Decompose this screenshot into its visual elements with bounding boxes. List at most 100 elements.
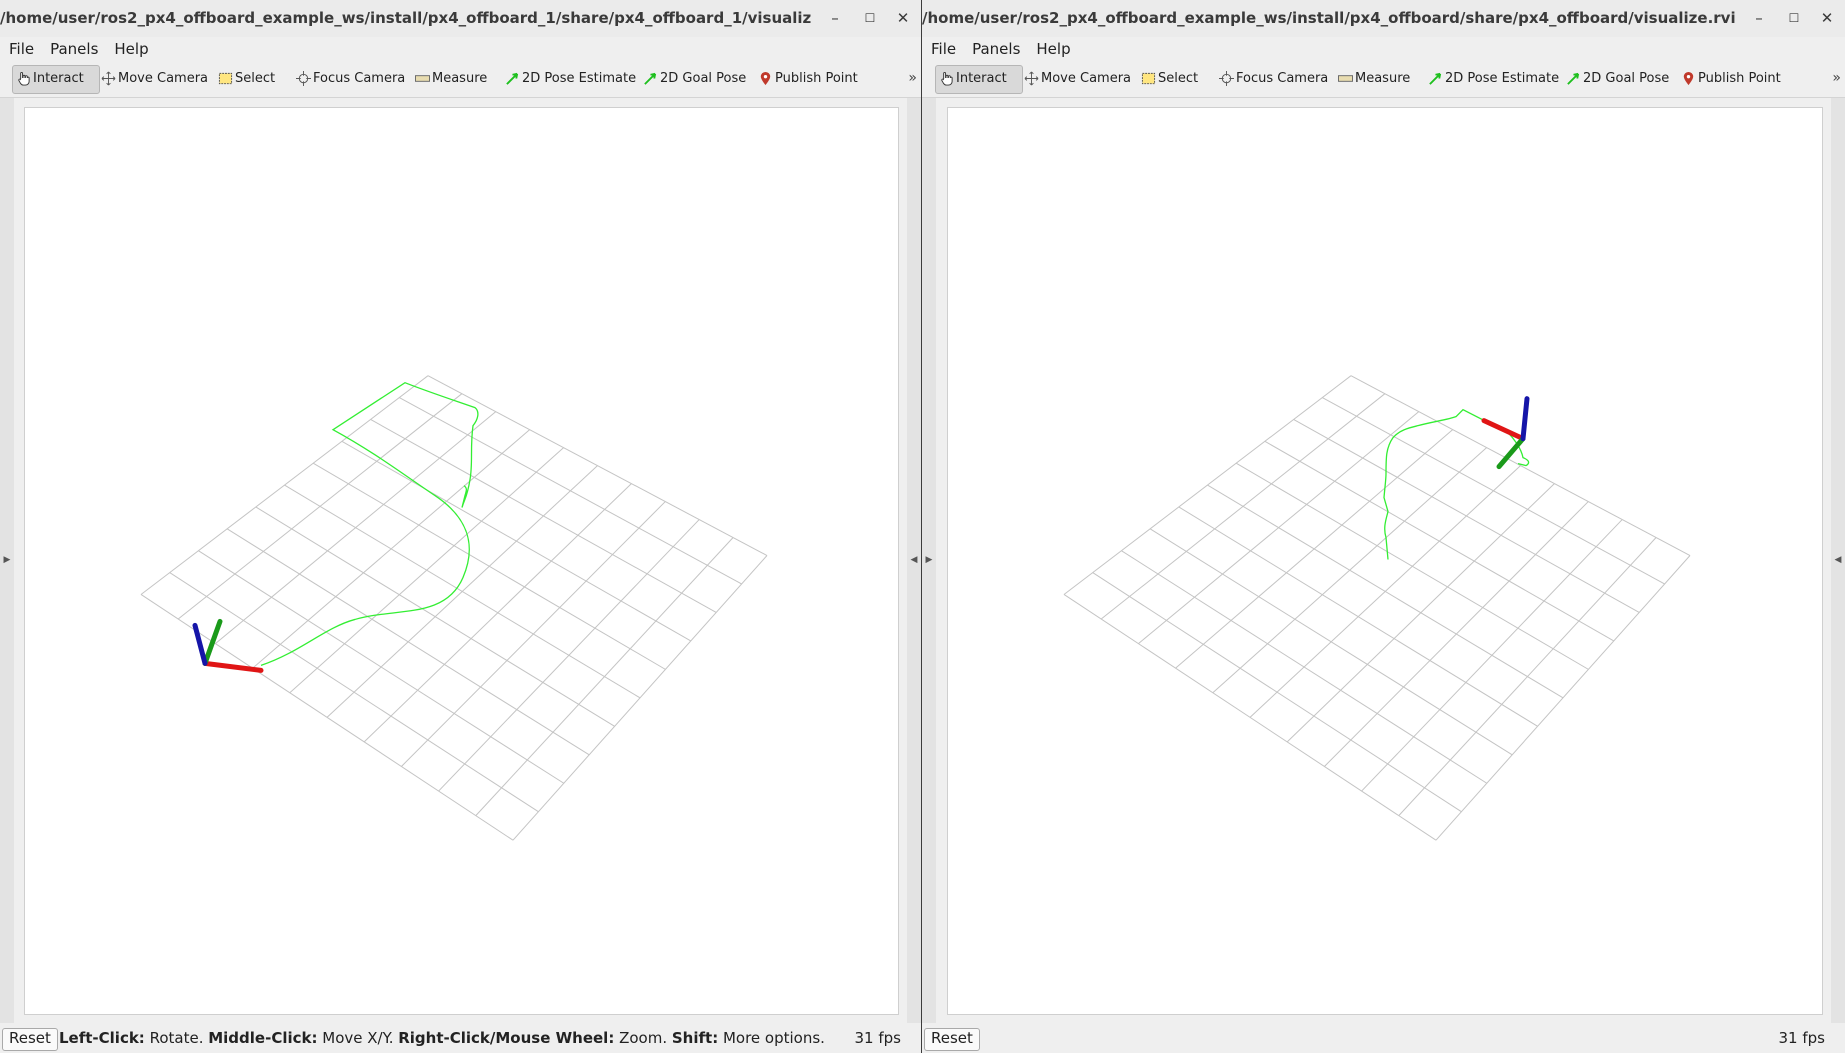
tool-label: Select: [235, 71, 276, 86]
minimize-button[interactable]: –: [1755, 9, 1763, 27]
tool-measure[interactable]: Measure: [415, 65, 487, 92]
tool-publish-point[interactable]: Publish Point: [1681, 65, 1781, 92]
expand-left-icon: ◀: [910, 554, 918, 565]
focus-camera-icon: [296, 71, 311, 86]
tool-publish-point[interactable]: Publish Point: [758, 65, 858, 92]
hand-pointer-icon: [18, 71, 30, 86]
3d-viewport[interactable]: [947, 107, 1823, 1015]
tool-focus-camera[interactable]: Focus Camera: [1219, 65, 1328, 92]
y-axis: [202, 618, 223, 666]
reset-button[interactable]: Reset: [2, 1028, 58, 1051]
ruler-icon: [415, 75, 430, 82]
help-text: Left-Click: Rotate. Middle-Click: Move X…: [59, 1023, 825, 1053]
menu-file[interactable]: File: [9, 40, 35, 58]
tool-label: 2D Goal Pose: [1583, 71, 1670, 86]
tool-label: Publish Point: [1698, 71, 1781, 86]
left-dock-handle[interactable]: ▶: [0, 98, 14, 1023]
grid-line: [1361, 519, 1623, 792]
left-dock-handle[interactable]: ▶: [922, 98, 936, 1023]
help-key: Shift:: [671, 1029, 719, 1047]
rviz-window-right: /home/user/ros2_px4_offboard_example_ws/…: [922, 0, 1845, 1053]
green-arrow-icon: [506, 72, 519, 85]
toolbar-overflow-button[interactable]: »: [908, 70, 917, 86]
grid-line: [1324, 501, 1589, 767]
toolbar-overflow-button[interactable]: »: [1832, 70, 1841, 86]
help-desc: More options.: [718, 1029, 825, 1047]
expand-right-icon: ▶: [3, 554, 11, 565]
tool-label: 2D Pose Estimate: [1445, 71, 1560, 86]
menu-panels[interactable]: Panels: [972, 40, 1021, 58]
tool-2d-pose-estimate[interactable]: 2D Pose Estimate: [1428, 65, 1559, 92]
tool-label: Measure: [1355, 71, 1411, 86]
vehicle-frame-axes: [192, 618, 264, 673]
help-key: Left-Click:: [59, 1029, 145, 1047]
maximize-button[interactable]: ☐: [864, 11, 876, 25]
menu-bar: File Panels Help: [0, 37, 921, 61]
tool-2d-goal-pose[interactable]: 2D Goal Pose: [1566, 65, 1669, 92]
tool-label: Measure: [432, 71, 488, 86]
hand-pointer-icon: [941, 71, 953, 86]
reset-button[interactable]: Reset: [924, 1028, 980, 1051]
status-bar: Reset 31 fps: [922, 1023, 1845, 1053]
ground-grid: [140, 375, 768, 841]
tool-interact[interactable]: Interact: [935, 65, 1023, 94]
tool-label: 2D Pose Estimate: [522, 71, 637, 86]
tool-select[interactable]: Select: [218, 65, 275, 92]
grid-line: [401, 501, 666, 767]
grid-line: [1121, 550, 1488, 784]
help-key: Right-Click/Mouse Wheel:: [398, 1029, 615, 1047]
menu-help[interactable]: Help: [1036, 40, 1071, 58]
select-box-icon: [218, 72, 233, 85]
tool-measure[interactable]: Measure: [1338, 65, 1410, 92]
green-arrow-icon: [1429, 72, 1442, 85]
ruler-icon: [1338, 75, 1353, 82]
menu-help[interactable]: Help: [114, 40, 149, 58]
status-bar: Reset Left-Click: Rotate. Middle-Click: …: [0, 1023, 921, 1053]
grid-line: [1149, 528, 1513, 756]
grid-line: [1178, 506, 1538, 727]
z-axis: [192, 622, 208, 666]
x-axis: [202, 660, 264, 673]
window-title: /home/user/ros2_px4_offboard_example_ws/…: [922, 9, 1735, 27]
grid-line: [1286, 483, 1555, 743]
tool-move-camera[interactable]: Move Camera: [1024, 65, 1131, 92]
tool-label: Interact: [956, 71, 1007, 86]
grid-line: [1063, 594, 1437, 841]
tool-focus-camera[interactable]: Focus Camera: [296, 65, 405, 92]
tool-2d-pose-estimate[interactable]: 2D Pose Estimate: [505, 65, 636, 92]
fps-counter: 31 fps: [854, 1029, 901, 1047]
tool-label: Select: [1158, 71, 1199, 86]
tool-bar: Interact Move Camera Select Focus Camera…: [0, 61, 921, 98]
tool-interact[interactable]: Interact: [12, 65, 100, 94]
green-arrow-icon: [1567, 72, 1580, 85]
right-dock-handle[interactable]: ◀: [907, 98, 921, 1023]
grid-line: [255, 506, 615, 727]
menu-bar: File Panels Help: [922, 37, 1845, 61]
close-button[interactable]: ✕: [1820, 9, 1834, 27]
close-button[interactable]: ✕: [896, 9, 910, 27]
right-dock-handle[interactable]: ◀: [1831, 98, 1845, 1023]
menu-panels[interactable]: Panels: [50, 40, 99, 58]
tool-select[interactable]: Select: [1141, 65, 1198, 92]
grid-line: [169, 572, 539, 813]
grid-line: [140, 594, 514, 841]
grid-line: [198, 550, 565, 784]
3d-scene: [140, 375, 768, 841]
expand-left-icon: ◀: [1834, 554, 1842, 565]
expand-right-icon: ▶: [925, 554, 933, 565]
title-bar[interactable]: /home/user/ros2_px4_offboard_example_ws/…: [0, 0, 921, 38]
trajectory-path: [1383, 408, 1530, 560]
tool-move-camera[interactable]: Move Camera: [101, 65, 208, 92]
help-desc: Rotate.: [144, 1029, 209, 1047]
title-bar[interactable]: /home/user/ros2_px4_offboard_example_ws/…: [922, 0, 1845, 38]
3d-viewport[interactable]: [24, 107, 899, 1015]
menu-file[interactable]: File: [931, 40, 957, 58]
tool-bar: Interact Move Camera Select Focus Camera…: [922, 61, 1845, 98]
focus-camera-icon: [1219, 71, 1234, 86]
minimize-button[interactable]: –: [831, 9, 839, 27]
tool-2d-goal-pose[interactable]: 2D Goal Pose: [643, 65, 746, 92]
grid-line: [363, 483, 632, 743]
grid-line: [438, 519, 700, 792]
grid-line: [226, 528, 590, 756]
maximize-button[interactable]: ☐: [1788, 11, 1800, 25]
